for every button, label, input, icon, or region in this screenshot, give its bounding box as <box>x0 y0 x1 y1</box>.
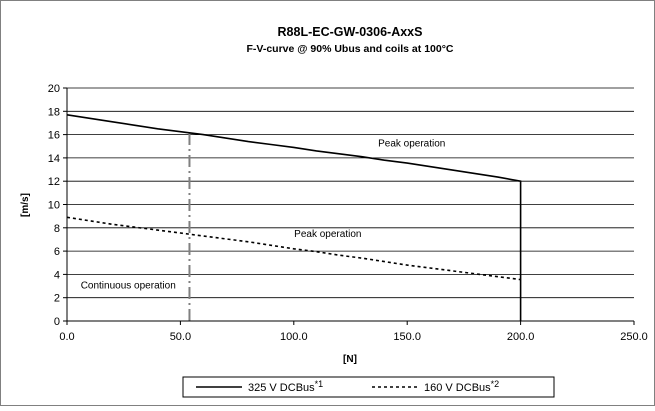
legend: 325 V DCBus*1 160 V DCBus*2 <box>196 379 499 394</box>
x-tick-label: 0.0 <box>59 331 74 343</box>
legend-superscript-2: *2 <box>491 379 500 389</box>
y-tick-label: 12 <box>48 176 60 188</box>
x-tick-label: 150.0 <box>393 331 421 343</box>
series-lines <box>66 114 522 321</box>
x-tick-label: 200.0 <box>507 331 535 343</box>
y-tick-label: 0 <box>54 316 60 328</box>
chart-title: R88L-EC-GW-0306-AxxS <box>278 25 423 39</box>
y-tick-label: 2 <box>54 293 60 305</box>
y-tick-label: 16 <box>48 130 60 142</box>
x-tick-label: 100.0 <box>280 331 308 343</box>
y-tick-label: 6 <box>54 246 60 258</box>
x-tick-label: 250.0 <box>620 331 648 343</box>
x-axis-label: [N] <box>343 354 357 365</box>
x-tick-label: 50.0 <box>170 331 191 343</box>
y-tick-label: 10 <box>48 200 60 212</box>
legend-label-1: 325 V DCBus*1 <box>248 379 323 394</box>
gridlines <box>67 87 634 299</box>
series-line-2 <box>66 216 521 281</box>
series-line-1 <box>66 114 522 321</box>
annotations: Peak operation Peak operation Continuous o… <box>81 138 446 291</box>
y-axis-label: [m/s] <box>20 193 31 217</box>
axes <box>63 87 635 325</box>
y-tick-label: 14 <box>48 153 60 165</box>
annotation-label: Continuous operation <box>81 280 176 291</box>
chart-subtitle: F-V-curve @ 90% Ubus and coils at 100°C <box>246 43 453 55</box>
y-tick-label: 8 <box>54 223 60 235</box>
annotation-label: Peak operation <box>294 229 361 240</box>
y-tick-label: 18 <box>48 106 60 118</box>
legend-superscript-1: *1 <box>315 379 324 389</box>
legend-box <box>182 376 555 398</box>
y-tick-label: 4 <box>54 269 60 281</box>
y-tick-label: 20 <box>48 83 60 95</box>
legend-label-2: 160 V DCBus*2 <box>424 379 499 394</box>
annotation-label: Peak operation <box>378 138 445 149</box>
